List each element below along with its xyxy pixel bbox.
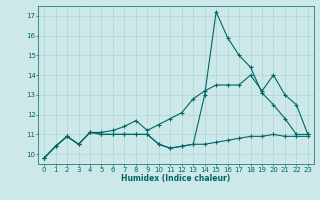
X-axis label: Humidex (Indice chaleur): Humidex (Indice chaleur) [121, 174, 231, 183]
